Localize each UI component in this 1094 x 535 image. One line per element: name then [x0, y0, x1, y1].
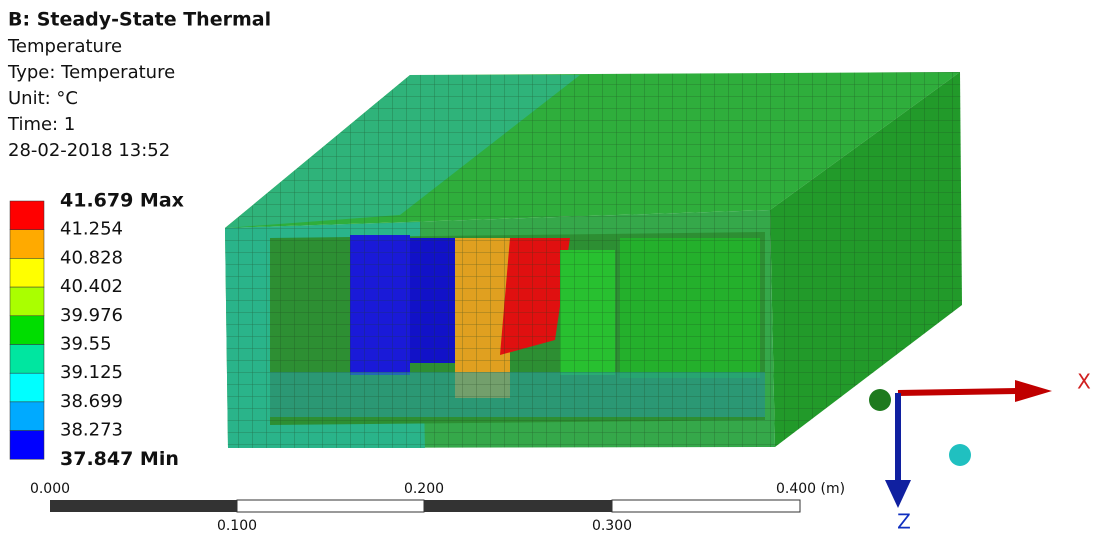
header-line: 28-02-2018 13:52	[8, 140, 170, 161]
legend-swatch	[10, 230, 44, 259]
x-label: X	[1077, 370, 1091, 394]
legend-label: 39.976	[60, 305, 123, 326]
z-label: Z	[897, 510, 911, 534]
legend-label: 41.254	[60, 219, 123, 240]
legend-swatch	[10, 201, 44, 230]
header-line: Type: Temperature	[7, 62, 175, 83]
triad: X Z	[869, 370, 1091, 534]
scale-label: 0.300	[592, 518, 632, 534]
header-title: B: Steady-State Thermal	[8, 9, 271, 31]
legend-swatch	[10, 373, 44, 402]
legend-label: 38.699	[60, 391, 123, 412]
legend-label: 41.679 Max	[60, 190, 184, 212]
header-line: Time: 1	[7, 114, 75, 135]
legend-swatch	[10, 316, 44, 345]
scale-bar	[50, 500, 800, 512]
scale-label: 0.400 (m)	[776, 481, 845, 497]
legend-swatch	[10, 431, 44, 460]
scale-label: 0.000	[30, 481, 70, 497]
legend-swatch	[10, 287, 44, 316]
iso-ball	[949, 444, 971, 466]
mesh-overlay	[225, 72, 962, 448]
legend-label: 39.55	[60, 334, 112, 355]
y-ball	[869, 389, 891, 411]
legend-label: 37.847 Min	[60, 448, 179, 470]
header-line: Temperature	[7, 36, 122, 57]
scale-label: 0.200	[404, 481, 444, 497]
legend-swatch	[10, 258, 44, 287]
scale-label: 0.100	[217, 518, 257, 534]
legend-swatch	[10, 402, 44, 431]
viewport: X Z B: Steady-State Thermal Temperature Ty…	[0, 0, 1094, 535]
legend-label: 40.828	[60, 247, 123, 268]
scale-seg	[612, 500, 800, 512]
legend-label: 39.125	[60, 362, 123, 383]
legend-swatch	[10, 345, 44, 374]
scale-seg	[50, 500, 237, 512]
header-line: Unit: °C	[8, 88, 78, 109]
legend-label: 38.273	[60, 420, 123, 441]
scale-seg	[424, 500, 612, 512]
z-arrow-head	[885, 480, 911, 508]
scale-seg	[237, 500, 424, 512]
legend-label: 40.402	[60, 276, 123, 297]
x-axis-arrow	[898, 391, 1020, 393]
model	[225, 72, 962, 448]
x-arrow-head	[1015, 380, 1052, 402]
